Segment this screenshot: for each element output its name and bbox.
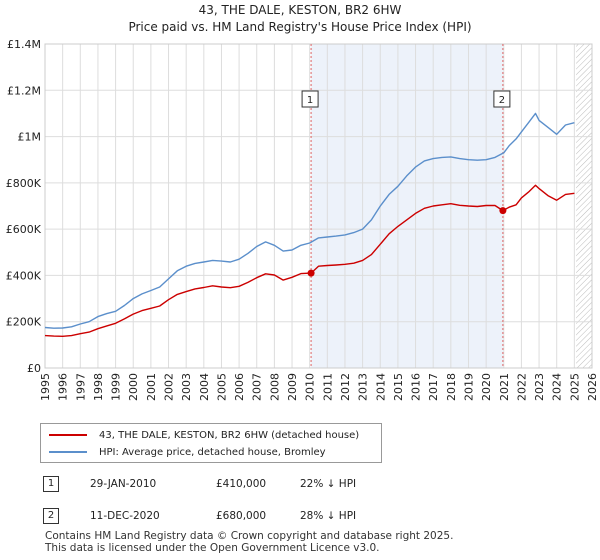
sale-number: 1 [43, 476, 59, 492]
x-tick-label: 2000 [127, 373, 140, 401]
sale-row: 2 11-DEC-2020 £680,000 28% ↓ HPI [40, 508, 560, 524]
y-tick-label: £400K [6, 269, 42, 282]
x-tick-label: 2023 [533, 373, 546, 401]
sale-number: 2 [43, 508, 59, 524]
x-tick-label: 2005 [215, 373, 228, 401]
x-tick-label: 1999 [110, 373, 123, 401]
forecast-hatch [576, 44, 592, 368]
y-tick-label: £200K [6, 316, 42, 329]
sale-point [307, 269, 315, 277]
sale-price: £410,000 [216, 478, 267, 490]
x-tick-label: 1995 [39, 373, 52, 401]
x-tick-label: 2007 [251, 373, 264, 401]
x-tick-label: 1997 [74, 373, 87, 401]
plot-frame [44, 43, 593, 369]
x-tick-label: 2021 [498, 373, 511, 401]
y-tick-label: £1.4M [7, 38, 41, 51]
x-tick-label: 2002 [163, 373, 176, 401]
x-tick-label: 2018 [445, 373, 458, 401]
y-tick-label: £1.2M [7, 84, 41, 97]
sale-label: 1 [307, 95, 313, 106]
x-tick-label: 2014 [374, 373, 387, 401]
legend-item-property: 43, THE DALE, KESTON, BR2 6HW (detached … [49, 428, 359, 442]
x-tick-label: 2010 [304, 373, 317, 401]
legend-label-property: 43, THE DALE, KESTON, BR2 6HW (detached … [99, 429, 360, 441]
x-tick-label: 2026 [586, 373, 599, 401]
sale-point [499, 207, 507, 215]
x-tick-label: 2019 [462, 373, 475, 401]
sale-hpi-diff: 22% ↓ HPI [300, 478, 357, 490]
sale-label-box [493, 90, 511, 108]
sale-row: 1 29-JAN-2010 £410,000 22% ↓ HPI [40, 476, 560, 492]
footer-licence: This data is licensed under the Open Gov… [45, 542, 380, 554]
x-tick-label: 2020 [480, 373, 493, 401]
sale-label-box [301, 90, 319, 108]
y-tick-label: £1M [18, 131, 42, 144]
y-tick-label: £600K [6, 223, 42, 236]
legend-item-hpi: HPI: Average price, detached house, Brom… [49, 445, 326, 459]
x-tick-label: 2013 [357, 373, 370, 401]
y-tick-label: £800K [6, 177, 42, 190]
x-tick-label: 2016 [410, 373, 423, 401]
x-tick-label: 1998 [92, 373, 105, 401]
x-tick-label: 2025 [568, 373, 581, 401]
x-tick-label: 2003 [180, 373, 193, 401]
chart-title: 43, THE DALE, KESTON, BR2 6HW [198, 3, 402, 17]
legend: 43, THE DALE, KESTON, BR2 6HW (detached … [40, 423, 382, 463]
sale-price: £680,000 [216, 510, 267, 522]
x-tick-label: 2009 [286, 373, 299, 401]
sale-date: 29-JAN-2010 [90, 478, 157, 490]
x-tick-label: 2022 [515, 373, 528, 401]
hpi-line [44, 112, 575, 329]
legend-swatch-property [49, 434, 87, 436]
x-tick-label: 2004 [198, 373, 211, 401]
sale-date: 11-DEC-2020 [90, 510, 160, 522]
legend-swatch-hpi [49, 451, 87, 453]
x-tick-label: 2011 [321, 373, 334, 401]
x-tick-label: 2015 [392, 373, 405, 401]
chart-subtitle: Price paid vs. HM Land Registry's House … [128, 20, 472, 34]
sale-hpi-diff: 28% ↓ HPI [300, 510, 357, 522]
x-tick-label: 2012 [339, 373, 352, 401]
price-chart: £0 £200K £400K £600K £800K £1M £1.2M £1.4M 1995 1… [6, 38, 599, 401]
x-tick-label: 2024 [551, 373, 564, 401]
x-tick-label: 2006 [233, 373, 246, 401]
footer-copyright: Contains HM Land Registry data © Crown c… [45, 530, 454, 542]
x-tick-label: 2008 [268, 373, 281, 401]
x-tick-label: 1996 [57, 373, 70, 401]
x-tick-label: 2017 [427, 373, 440, 401]
y-tick-label: £0 [27, 362, 41, 375]
x-tick-label: 2001 [145, 373, 158, 401]
legend-label-hpi: HPI: Average price, detached house, Brom… [99, 446, 326, 458]
sale-label: 2 [499, 95, 505, 106]
